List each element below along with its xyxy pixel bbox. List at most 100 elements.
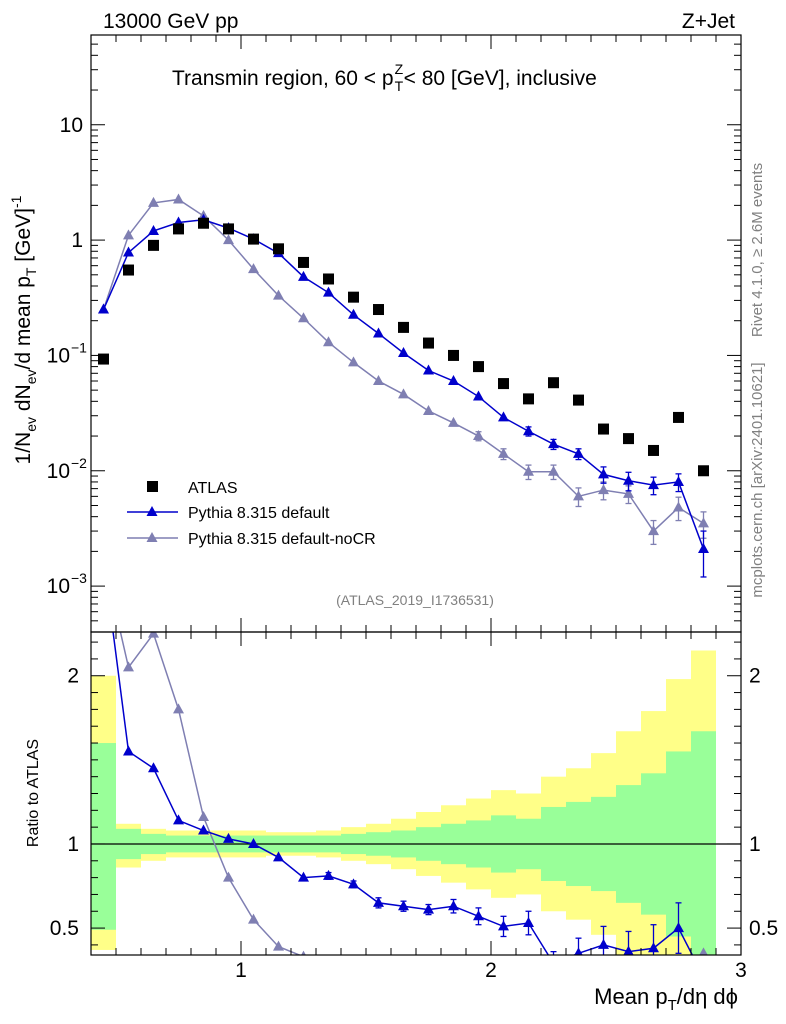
marker-nocr bbox=[373, 375, 384, 386]
ratio-marker-nocr bbox=[699, 947, 708, 955]
ratio-marker-nocr bbox=[198, 811, 209, 822]
marker-atlas bbox=[473, 361, 484, 373]
ratio-marker-default bbox=[448, 900, 459, 911]
svg-text:1/Nev dNev/d mean pT [GeV]-1: 1/Nev dNev/d mean pT [GeV]-1 bbox=[8, 195, 39, 464]
main-y-axis-label: 1/Nev dNev/d mean pT [GeV]-1 bbox=[8, 195, 39, 464]
marker-nocr bbox=[623, 487, 634, 498]
marker-nocr bbox=[148, 196, 159, 207]
marker-atlas bbox=[573, 394, 584, 406]
marker-default bbox=[498, 411, 509, 422]
y-tick-label-exponent: −2 bbox=[71, 455, 87, 471]
marker-default bbox=[348, 308, 359, 319]
ratio-marker-nocr bbox=[598, 956, 609, 966]
ratio-marker-default bbox=[598, 938, 609, 949]
marker-default bbox=[473, 390, 484, 401]
ratio-y-tick-label-right: 1 bbox=[749, 833, 761, 856]
ratio-marker-nocr bbox=[273, 940, 284, 951]
marker-default bbox=[698, 542, 709, 553]
marker-nocr bbox=[498, 447, 509, 458]
marker-atlas bbox=[498, 378, 509, 390]
ratio-marker-nocr bbox=[123, 661, 134, 672]
ratio-marker-default bbox=[523, 917, 534, 928]
process-label: Z+Jet bbox=[682, 10, 735, 33]
ratio-marker-nocr bbox=[548, 978, 559, 988]
marker-default bbox=[523, 425, 534, 436]
ratio-marker-default bbox=[298, 871, 309, 882]
legend-label: Pythia 8.315 default-noCR bbox=[188, 531, 376, 548]
ratio-marker-default bbox=[574, 947, 583, 955]
ratio-marker-default bbox=[248, 837, 259, 848]
ratio-marker-nocr bbox=[98, 552, 109, 562]
marker-nocr bbox=[448, 416, 459, 427]
marker-atlas bbox=[248, 233, 259, 245]
y-tick-label: 10 bbox=[47, 344, 70, 367]
ratio-marker-nocr bbox=[448, 962, 459, 972]
ratio-marker-default bbox=[673, 922, 684, 933]
ratio-marker-nocr bbox=[301, 950, 306, 955]
ratio-panel: 0.5 0.5 1 1 2 2 1 2 3 Ratio to ATLAS Mean pT/dη … bbox=[25, 552, 778, 1014]
marker-default bbox=[423, 364, 434, 375]
legend-atlas-marker bbox=[147, 481, 158, 492]
marker-default bbox=[398, 346, 409, 357]
marker-default bbox=[548, 438, 559, 449]
ratio-marker-default bbox=[173, 814, 184, 825]
ratio-marker-default bbox=[148, 762, 159, 773]
energy-label: 13000 GeV pp bbox=[103, 10, 238, 33]
marker-nocr bbox=[423, 404, 434, 415]
marker-default bbox=[323, 286, 334, 297]
marker-default bbox=[623, 474, 634, 485]
marker-nocr bbox=[298, 312, 309, 323]
ratio-marker-nocr bbox=[148, 632, 159, 638]
legend: ATLAS Pythia 8.315 default Pythia 8.315 de… bbox=[127, 480, 376, 548]
ratio-marker-nocr bbox=[223, 871, 234, 882]
marker-atlas bbox=[273, 243, 284, 255]
y-tick-label-exponent: −3 bbox=[71, 570, 87, 586]
ratio-marker-default bbox=[273, 851, 284, 862]
marker-atlas bbox=[548, 377, 559, 389]
ratio-marker-default bbox=[423, 903, 434, 914]
svg-text:Rivet 4.1.0, ≥ 2.6M events: Rivet 4.1.0, ≥ 2.6M events bbox=[749, 163, 766, 337]
ratio-marker-default bbox=[348, 878, 359, 889]
marker-nocr bbox=[248, 263, 259, 274]
marker-atlas bbox=[298, 256, 309, 268]
marker-nocr bbox=[548, 465, 559, 476]
ratio-marker-nocr bbox=[173, 703, 184, 714]
mcplots-side-label: mcplots.cern.ch [arXiv:2401.10621] bbox=[749, 362, 766, 597]
marker-atlas bbox=[123, 264, 134, 276]
marker-atlas bbox=[648, 444, 659, 456]
ratio-marker-nocr bbox=[648, 973, 659, 983]
marker-nocr bbox=[398, 388, 409, 399]
marker-nocr bbox=[173, 193, 184, 204]
legend-label: ATLAS bbox=[188, 480, 238, 497]
marker-atlas bbox=[698, 465, 709, 477]
ratio-marker-nocr bbox=[473, 964, 484, 974]
x-tick-label: 3 bbox=[735, 959, 747, 982]
y-tick-label: 10 bbox=[47, 460, 70, 483]
ratio-marker-default bbox=[323, 869, 334, 880]
marker-default bbox=[573, 447, 584, 458]
marker-nocr bbox=[573, 490, 584, 501]
ratio-marker-default bbox=[223, 832, 234, 843]
ratio-marker-nocr bbox=[248, 913, 259, 924]
ratio-marker-default bbox=[648, 942, 659, 953]
region-title-sub: T bbox=[395, 78, 404, 94]
ratio-marker-default bbox=[498, 920, 509, 931]
plot-title: Transmin region, 60 < p Z T < 80 [GeV], … bbox=[172, 61, 597, 94]
rivet-side-label: Rivet 4.1.0, ≥ 2.6M events bbox=[749, 163, 766, 337]
marker-default bbox=[298, 270, 309, 281]
marker-atlas bbox=[373, 304, 384, 316]
legend-default-marker bbox=[146, 506, 158, 516]
ratio-y-tick-label: 0.5 bbox=[50, 917, 79, 940]
marker-default bbox=[598, 468, 609, 479]
marker-atlas bbox=[323, 273, 334, 285]
marker-atlas bbox=[623, 433, 634, 445]
y-tick-label: 10 bbox=[47, 575, 70, 598]
ratio-marker-nocr bbox=[373, 966, 384, 976]
marker-nocr bbox=[323, 336, 334, 347]
x-tick-label: 2 bbox=[485, 959, 497, 982]
ratio-marker-nocr bbox=[523, 968, 534, 978]
x-axis-label: Mean pT/dη dϕ bbox=[594, 984, 738, 1014]
ratio-band-inner bbox=[91, 743, 116, 930]
